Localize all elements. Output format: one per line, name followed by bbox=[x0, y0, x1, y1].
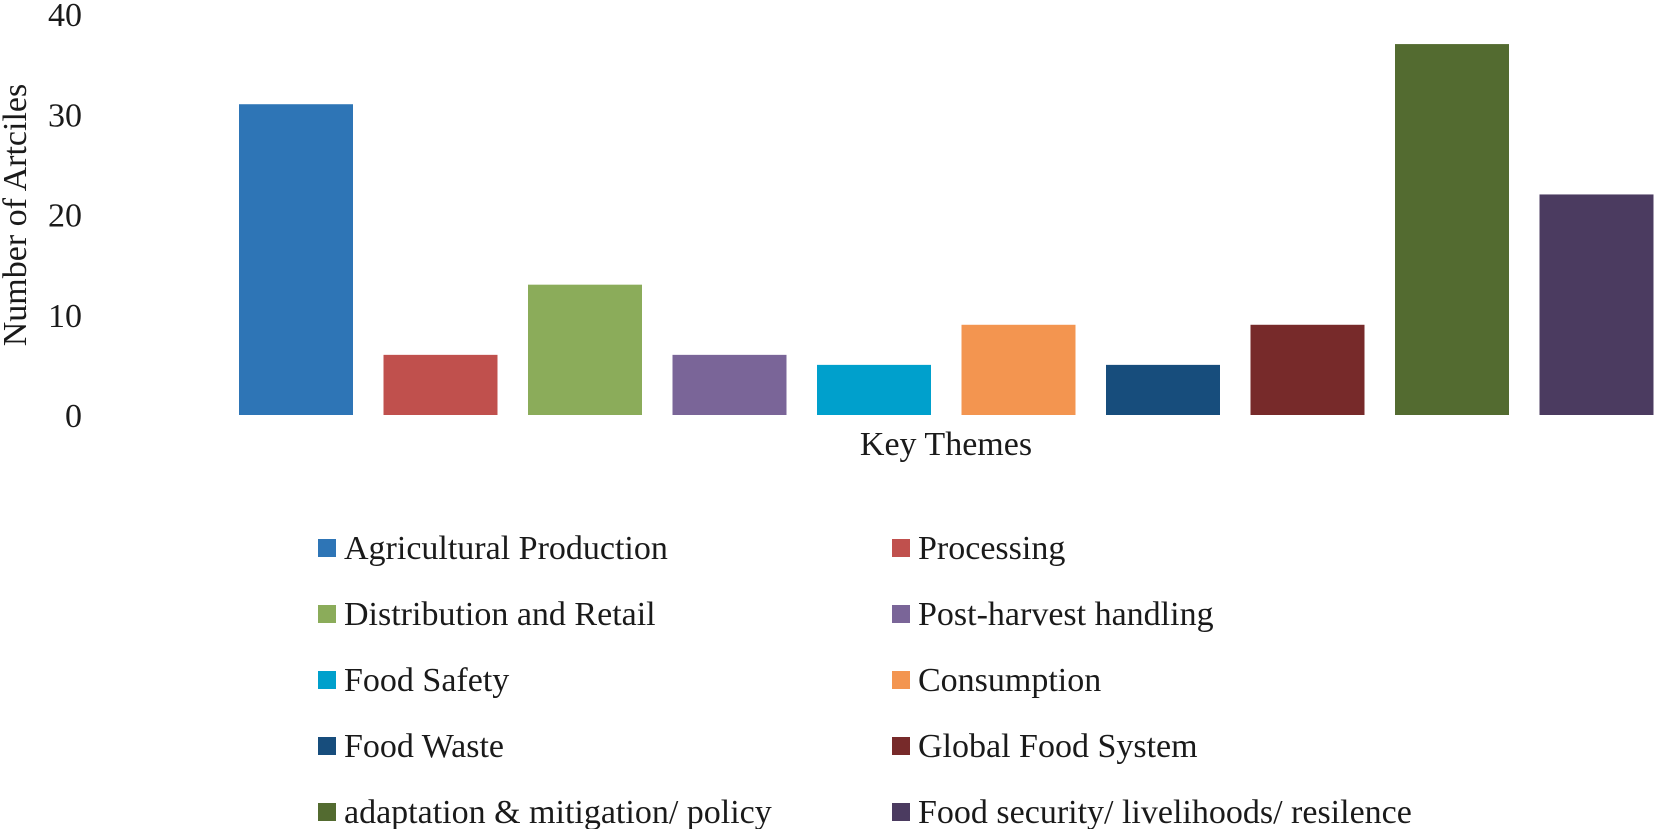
bar bbox=[817, 364, 931, 415]
legend-label: Distribution and Retail bbox=[344, 596, 656, 633]
legend-swatch bbox=[318, 737, 336, 755]
legend-label: Food Safety bbox=[344, 662, 509, 699]
bar bbox=[383, 354, 498, 415]
legend-item: adaptation & mitigation/ policy bbox=[318, 794, 772, 829]
legend-label: Food Waste bbox=[344, 728, 504, 765]
legend-item: Agricultural Production bbox=[318, 530, 668, 567]
bar bbox=[1539, 194, 1654, 415]
legend-item: Distribution and Retail bbox=[318, 596, 656, 633]
legend-item: Consumption bbox=[892, 662, 1101, 699]
bar bbox=[961, 324, 1076, 415]
legend-swatch bbox=[318, 671, 336, 689]
legend-label: Processing bbox=[918, 530, 1065, 567]
legend-swatch bbox=[318, 803, 336, 821]
bars bbox=[239, 44, 1654, 415]
y-axis-ticks: 0 10 20 30 40 bbox=[48, 0, 82, 435]
legend-label: Agricultural Production bbox=[344, 530, 668, 567]
legend-item: Food security/ livelihoods/ resilence bbox=[892, 794, 1412, 829]
bar bbox=[1106, 364, 1220, 415]
legend-swatch bbox=[892, 737, 910, 755]
y-tick-label: 0 bbox=[65, 398, 82, 435]
legend-label: Post-harvest handling bbox=[918, 596, 1214, 633]
legend-item: Global Food System bbox=[892, 728, 1198, 765]
bar bbox=[239, 104, 353, 415]
legend-item: Processing bbox=[892, 530, 1065, 567]
y-tick-label: 20 bbox=[48, 198, 82, 235]
legend: Agricultural Production Processing Distrib… bbox=[318, 530, 1412, 829]
y-tick-label: 30 bbox=[48, 97, 82, 134]
legend-label: Consumption bbox=[918, 662, 1101, 699]
y-tick-label: 10 bbox=[48, 298, 82, 335]
legend-swatch bbox=[318, 605, 336, 623]
legend-swatch bbox=[892, 803, 910, 821]
legend-swatch bbox=[892, 671, 910, 689]
bar bbox=[1395, 44, 1509, 415]
legend-swatch bbox=[892, 605, 910, 623]
bar bbox=[528, 284, 642, 415]
legend-item: Food Safety bbox=[318, 662, 509, 699]
bar bbox=[1250, 324, 1365, 415]
legend-item: Post-harvest handling bbox=[892, 596, 1214, 633]
legend-label: Food security/ livelihoods/ resilence bbox=[918, 794, 1412, 829]
legend-item: Food Waste bbox=[318, 728, 504, 765]
y-tick-label: 40 bbox=[48, 0, 82, 34]
legend-swatch bbox=[892, 539, 910, 557]
legend-label: Global Food System bbox=[918, 728, 1198, 765]
legend-swatch bbox=[318, 539, 336, 557]
bar bbox=[672, 354, 787, 415]
x-axis-title: Key Themes bbox=[860, 426, 1032, 463]
y-axis-title: Number of Artciles bbox=[0, 84, 34, 347]
legend-label: adaptation & mitigation/ policy bbox=[344, 794, 772, 829]
